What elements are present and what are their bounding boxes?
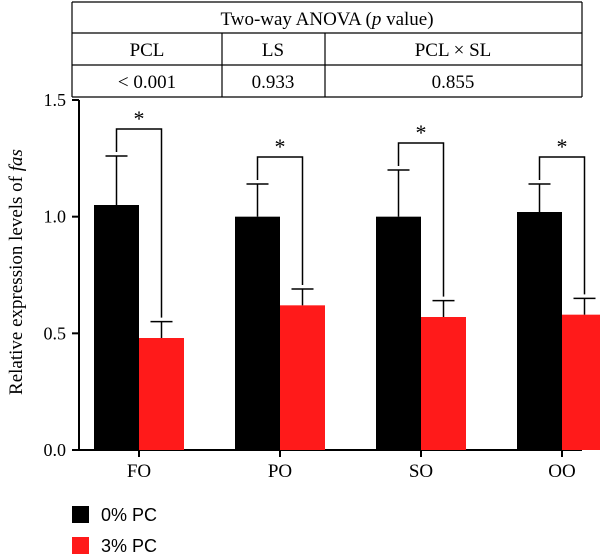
- x-tick-label-po: PO: [268, 461, 292, 482]
- y-ticks: 0.0 0.5 1.0 1.5: [44, 90, 79, 460]
- bar-3pc-po: [280, 305, 325, 450]
- significance-marker: *: [557, 134, 568, 159]
- anova-title: Two-way ANOVA (p value): [220, 9, 433, 30]
- significance-bracket: [538, 156, 586, 295]
- legend-swatch-3pc: [72, 537, 89, 554]
- anova-value-interaction: 0.855: [432, 72, 475, 93]
- anova-header-pcl: PCL: [130, 40, 165, 61]
- bars: * * * *: [94, 106, 600, 450]
- significance-marker: *: [134, 106, 145, 131]
- legend: 0% PC 3% PC: [72, 505, 157, 555]
- x-tick-label-oo: OO: [548, 461, 575, 482]
- significance-marker: *: [275, 134, 286, 159]
- significance-bracket: [115, 128, 163, 318]
- anova-header-ls: LS: [262, 40, 284, 61]
- bar-0pc-po: [235, 216, 280, 450]
- legend-label-3pc: 3% PC: [101, 536, 157, 555]
- legend-label-0pc: 0% PC: [101, 505, 157, 525]
- y-axis-label: Relative expression levels of fas: [6, 149, 27, 395]
- anova-table: Two-way ANOVA (p value) PCL LS PCL × SL …: [71, 1, 583, 98]
- bar-0pc-oo: [517, 212, 562, 450]
- bar-3pc-so: [421, 317, 466, 450]
- bar-0pc-fo: [94, 205, 139, 450]
- significance-marker: *: [416, 120, 427, 145]
- x-tick-label-so: SO: [409, 461, 433, 482]
- significance-bracket: [397, 142, 445, 297]
- y-tick-label: 1.0: [44, 207, 67, 227]
- x-ticks: FO PO SO OO: [127, 450, 576, 482]
- y-tick-label: 1.5: [44, 90, 67, 110]
- anova-value-pcl: < 0.001: [118, 72, 176, 93]
- legend-swatch-0pc: [72, 506, 89, 523]
- bar-3pc-fo: [139, 338, 184, 450]
- y-tick-label: 0.5: [44, 323, 67, 343]
- significance-bracket: [256, 156, 304, 285]
- anova-header-interaction: PCL × SL: [415, 40, 492, 61]
- bar-0pc-so: [376, 216, 421, 450]
- x-tick-label-fo: FO: [127, 461, 151, 482]
- y-tick-label: 0.0: [44, 440, 67, 460]
- bar-3pc-oo: [562, 314, 600, 450]
- anova-value-ls: 0.933: [252, 72, 295, 93]
